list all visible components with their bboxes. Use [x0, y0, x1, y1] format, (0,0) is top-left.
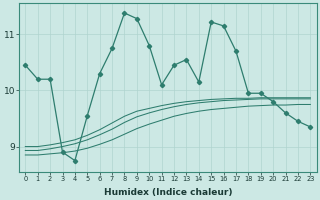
X-axis label: Humidex (Indice chaleur): Humidex (Indice chaleur): [104, 188, 232, 197]
